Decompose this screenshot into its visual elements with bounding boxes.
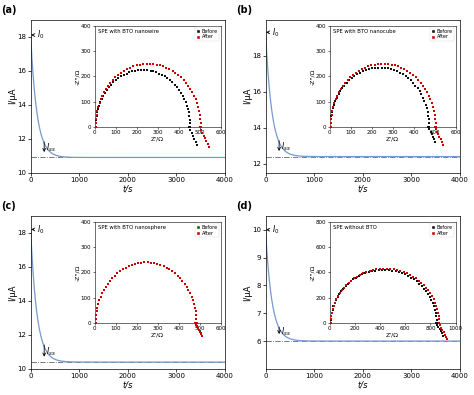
- Text: $I_{ss}$: $I_{ss}$: [281, 326, 290, 339]
- Text: (c): (c): [1, 201, 16, 211]
- Text: $I_{ss}$: $I_{ss}$: [46, 141, 55, 154]
- Text: $I_0$: $I_0$: [272, 224, 279, 236]
- Text: $I_0$: $I_0$: [36, 223, 44, 236]
- Text: $I_0$: $I_0$: [36, 29, 44, 41]
- Y-axis label: I/μA: I/μA: [243, 88, 252, 105]
- X-axis label: t/s: t/s: [122, 184, 133, 193]
- Y-axis label: I/μA: I/μA: [9, 284, 18, 301]
- Text: $I_{ss}$: $I_{ss}$: [46, 345, 55, 358]
- Y-axis label: I/μA: I/μA: [9, 88, 18, 105]
- Text: (a): (a): [1, 5, 17, 15]
- Y-axis label: I/μA: I/μA: [243, 284, 252, 301]
- Text: $I_0$: $I_0$: [272, 26, 279, 39]
- X-axis label: t/s: t/s: [122, 380, 133, 389]
- X-axis label: t/s: t/s: [357, 184, 368, 193]
- Text: (d): (d): [237, 201, 253, 211]
- Text: (b): (b): [237, 5, 253, 15]
- X-axis label: t/s: t/s: [357, 380, 368, 389]
- Text: $I_{ss}$: $I_{ss}$: [281, 140, 290, 153]
